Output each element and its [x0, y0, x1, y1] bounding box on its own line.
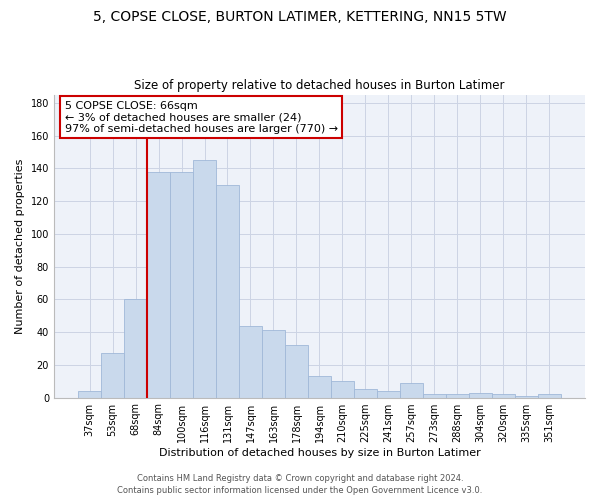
Text: 5 COPSE CLOSE: 66sqm
← 3% of detached houses are smaller (24)
97% of semi-detach: 5 COPSE CLOSE: 66sqm ← 3% of detached ho…: [65, 100, 338, 134]
Bar: [285, 345, 308, 398]
Bar: [469, 392, 492, 398]
Bar: [331, 381, 354, 398]
Bar: [101, 354, 124, 398]
Text: Contains HM Land Registry data © Crown copyright and database right 2024.
Contai: Contains HM Land Registry data © Crown c…: [118, 474, 482, 495]
X-axis label: Distribution of detached houses by size in Burton Latimer: Distribution of detached houses by size …: [158, 448, 481, 458]
Bar: [216, 184, 239, 398]
Bar: [377, 391, 400, 398]
Bar: [423, 394, 446, 398]
Bar: [193, 160, 216, 398]
Bar: [354, 390, 377, 398]
Bar: [170, 172, 193, 398]
Bar: [492, 394, 515, 398]
Bar: [78, 391, 101, 398]
Bar: [308, 376, 331, 398]
Bar: [400, 383, 423, 398]
Bar: [147, 172, 170, 398]
Text: 5, COPSE CLOSE, BURTON LATIMER, KETTERING, NN15 5TW: 5, COPSE CLOSE, BURTON LATIMER, KETTERIN…: [93, 10, 507, 24]
Bar: [446, 394, 469, 398]
Bar: [515, 396, 538, 398]
Title: Size of property relative to detached houses in Burton Latimer: Size of property relative to detached ho…: [134, 79, 505, 92]
Bar: [538, 394, 561, 398]
Bar: [124, 300, 147, 398]
Bar: [262, 330, 285, 398]
Bar: [239, 326, 262, 398]
Y-axis label: Number of detached properties: Number of detached properties: [15, 158, 25, 334]
